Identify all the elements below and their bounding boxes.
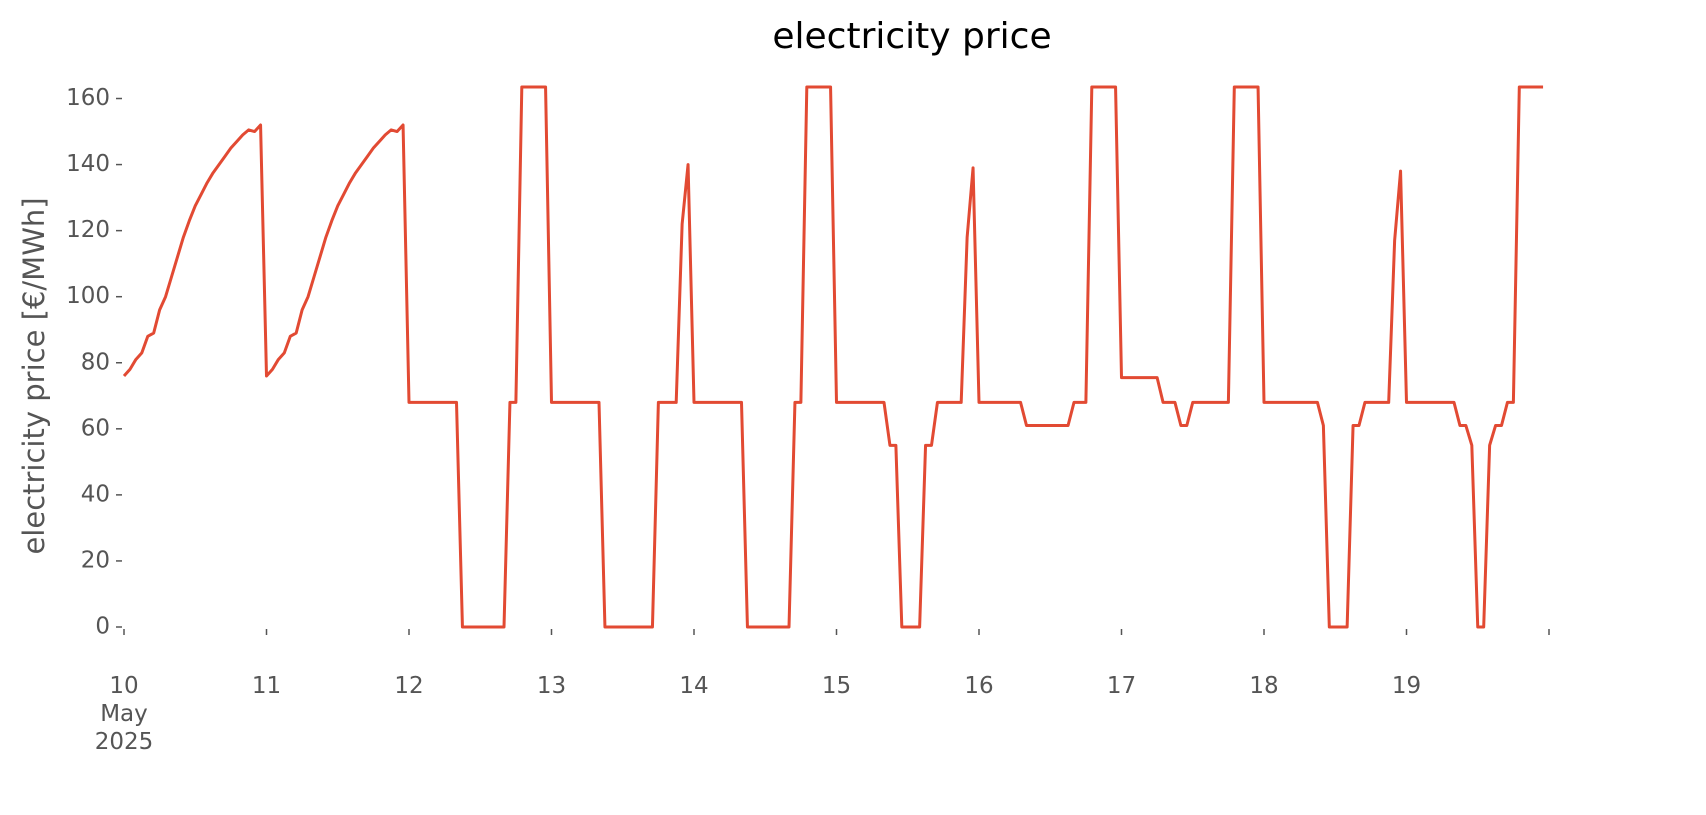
x-tick-label: 14 xyxy=(679,673,709,699)
y-tick-label: 20 xyxy=(81,547,110,573)
x-tick-label: 10 May 2025 xyxy=(94,673,154,755)
x-tick-label: 17 xyxy=(1106,673,1137,699)
y-tick-label: 40 xyxy=(81,481,110,507)
y-tick-label: 0 xyxy=(95,614,110,640)
x-tick-label: 12 xyxy=(394,673,424,699)
y-tick-label: 80 xyxy=(81,349,110,375)
y-tick-label: 100 xyxy=(66,283,110,309)
chart-title: electricity price xyxy=(772,16,1051,57)
x-tick-label: 15 xyxy=(821,673,852,699)
x-tick-label: 18 xyxy=(1249,673,1279,699)
x-tick-label: 16 xyxy=(964,673,994,699)
y-tick-label: 120 xyxy=(66,217,110,243)
x-tick-label: 19 xyxy=(1391,673,1422,699)
y-tick-label: 160 xyxy=(66,85,110,111)
y-axis-label: electricity price [€/MWh] xyxy=(17,197,51,554)
price-line xyxy=(122,85,1544,629)
y-tick-label: 60 xyxy=(81,415,110,441)
x-tick-label: 11 xyxy=(251,673,282,699)
y-tick-label: 140 xyxy=(66,151,110,177)
x-tick-label: 13 xyxy=(536,673,567,699)
